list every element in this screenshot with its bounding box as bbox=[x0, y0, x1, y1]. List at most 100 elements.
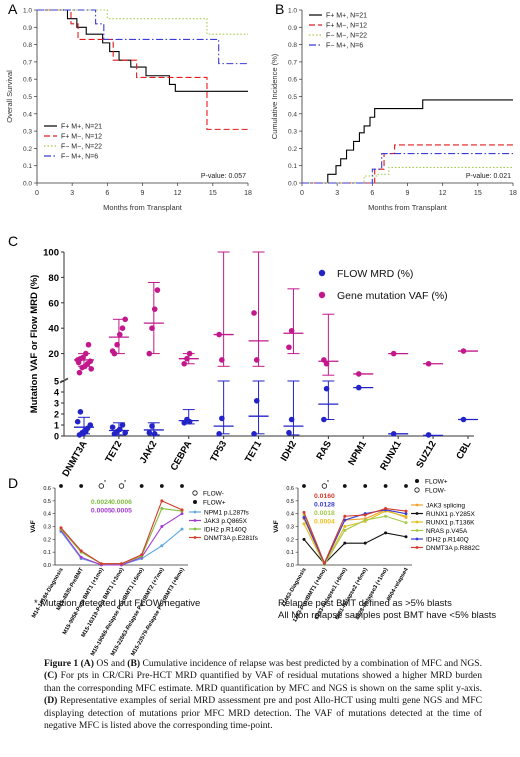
legend-swatch-dot-4 bbox=[415, 537, 419, 541]
data-point-0 bbox=[122, 429, 129, 436]
y-tick-label: 0.4 bbox=[286, 512, 294, 518]
data-point-1 bbox=[76, 369, 83, 376]
legend-label-0: F+ M+, N=21 bbox=[326, 13, 367, 20]
data-point-1 bbox=[425, 360, 432, 367]
y-tick-label: 0.1 bbox=[43, 550, 51, 556]
y-tick-label: 0.7 bbox=[288, 59, 297, 66]
data-point-1 bbox=[85, 341, 92, 348]
data-point-0 bbox=[321, 416, 327, 423]
y-axis-label: Mutation VAF or Flow MRD (%) bbox=[29, 275, 40, 414]
x-tick-label: 12 bbox=[439, 190, 447, 197]
lower-y-tick-label: 2 bbox=[54, 410, 59, 420]
data-point-0 bbox=[77, 409, 84, 415]
data-point-0 bbox=[186, 418, 193, 425]
asterisk-marker: * bbox=[104, 480, 107, 486]
legend-flow-negative bbox=[414, 487, 420, 493]
y-axis-label: Cumulative Incidence (%) bbox=[270, 53, 279, 139]
data-point-1 bbox=[286, 344, 292, 351]
data-point-1 bbox=[109, 348, 116, 354]
panel-b-relapse-chart: B 0.0 0.1 0.2 0.3 0.4 0.5 0.6 0.7 0.8 0.9 1.0 0 3 6 9 12… bbox=[270, 1, 517, 212]
series-point-3 bbox=[384, 514, 388, 518]
legend-swatch-dot-1 bbox=[415, 512, 419, 515]
lower-y-tick-label: 0 bbox=[54, 432, 59, 442]
caption-fig-label: Figure 1 bbox=[44, 658, 79, 669]
category-label-CBL: CBL bbox=[454, 439, 473, 462]
y-tick-label: 0.1 bbox=[288, 163, 297, 170]
legend-swatch-dot-2 bbox=[415, 520, 419, 524]
y-tick-label: 0.8 bbox=[288, 42, 297, 49]
data-point-0 bbox=[355, 384, 362, 391]
series-line-1 bbox=[302, 144, 513, 184]
x-tick-label: 15 bbox=[209, 190, 217, 197]
legend-label-2: IDH2 p.R140Q bbox=[204, 526, 247, 533]
x-tick-label: 6 bbox=[370, 190, 374, 197]
data-point-1 bbox=[253, 357, 260, 363]
data-point-0 bbox=[286, 429, 292, 436]
x-tick-label: 0 bbox=[35, 190, 39, 197]
y-tick-label: 0.1 bbox=[286, 550, 294, 556]
legend-swatch-dot-1 bbox=[193, 519, 197, 522]
data-point-1 bbox=[83, 350, 89, 357]
legend-label-1: F+ M−, N=12 bbox=[61, 134, 102, 141]
series-point-3 bbox=[160, 499, 164, 503]
caption-p1: OS and bbox=[96, 658, 125, 669]
legend-label-3: NRAS p.V45A bbox=[426, 528, 468, 535]
upper-y-tick-label: 80 bbox=[48, 273, 59, 284]
series-line-2 bbox=[37, 9, 248, 35]
series-line-1 bbox=[303, 532, 407, 565]
flow-marker-positive bbox=[383, 484, 388, 488]
caption-p2: Cumulative incidence of relapse was best… bbox=[142, 658, 482, 669]
lower-y-tick-label: 3 bbox=[54, 399, 59, 409]
legend-flow-label-1: FLOW+ bbox=[203, 499, 226, 506]
x-tick-label: 18 bbox=[244, 190, 252, 197]
vaf-annotation: 0.0018 bbox=[314, 510, 335, 517]
vaf-annotation: 0.0024 bbox=[91, 499, 112, 506]
series-point-0 bbox=[180, 527, 184, 531]
y-tick-label: 0.0 bbox=[43, 563, 51, 569]
series-point-1 bbox=[180, 512, 184, 516]
note-non-relapse: All Non relapse samples post BMT have <5… bbox=[278, 610, 497, 621]
data-point-1 bbox=[390, 350, 397, 357]
x-tick-label: 6 bbox=[105, 190, 109, 197]
y-tick-label: 0.5 bbox=[286, 499, 294, 505]
vaf-annotation: 0.0005 bbox=[111, 508, 132, 515]
x-tick-label: 9 bbox=[141, 190, 145, 197]
note-left: * Mutation detected but FLOW negative bbox=[34, 598, 200, 610]
category-label-5: 9604-relapse4 bbox=[386, 566, 410, 602]
flow-marker-positive bbox=[159, 484, 164, 488]
flow-marker-positive bbox=[404, 484, 408, 488]
x-tick-label: 18 bbox=[509, 190, 517, 197]
legend-label-0: FLOW MRD (%) bbox=[337, 268, 413, 280]
data-point-0 bbox=[149, 423, 155, 429]
category-label-SUZ12: SUZ12 bbox=[414, 439, 438, 470]
y-tick-label: 0.0 bbox=[23, 181, 32, 188]
series-point-4 bbox=[302, 516, 306, 520]
category-label-IDH2: IDH2 bbox=[279, 439, 299, 463]
vaf-annotation: 0.0160 bbox=[314, 493, 335, 500]
series-line-3 bbox=[37, 9, 248, 65]
legend-marker-0 bbox=[318, 269, 326, 277]
data-point-1 bbox=[122, 316, 129, 323]
series-point-3 bbox=[343, 528, 347, 532]
legend-label-3: DNMT3A p.E281fs bbox=[204, 535, 259, 542]
legend-swatch-dot-2 bbox=[193, 527, 197, 531]
data-point-1 bbox=[119, 325, 126, 332]
series-point-5 bbox=[363, 513, 367, 517]
data-point-1 bbox=[88, 366, 94, 372]
lower-y-tick-label: 1 bbox=[54, 421, 59, 431]
data-point-0 bbox=[119, 422, 126, 428]
data-point-1 bbox=[149, 325, 155, 332]
data-point-1 bbox=[186, 350, 193, 357]
figure-caption: Figure 1 (A) OS and (B) Cumulative incid… bbox=[44, 658, 482, 732]
series-line-0 bbox=[37, 9, 248, 92]
panel-label: B bbox=[275, 1, 284, 17]
legend-flow-label-0: FLOW+ bbox=[425, 478, 448, 485]
y-tick-label: 0.6 bbox=[43, 486, 51, 492]
series-point-3 bbox=[140, 553, 144, 557]
series-line-5 bbox=[303, 507, 407, 565]
series-point-1 bbox=[384, 531, 388, 535]
category-label-JAK2: JAK2 bbox=[138, 439, 160, 466]
y-axis-label: Overall Survival bbox=[5, 70, 14, 123]
note-right: Relapse post BMT defined as >5% blasts A… bbox=[278, 598, 496, 622]
y-tick-label: 0.7 bbox=[23, 59, 32, 66]
